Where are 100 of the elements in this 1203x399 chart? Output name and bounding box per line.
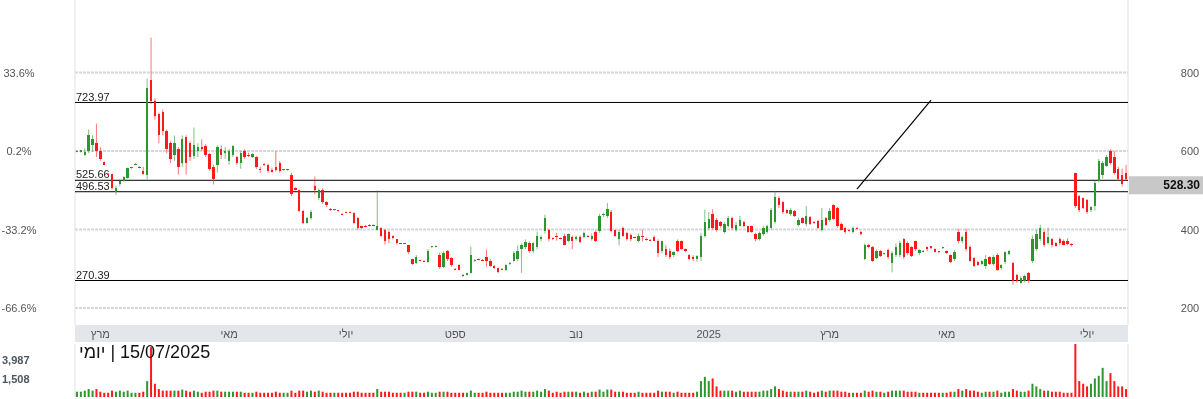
x-tick-label: מרץ <box>820 327 840 340</box>
bar <box>263 392 266 397</box>
bar <box>165 390 168 397</box>
bar <box>871 390 874 397</box>
candlestick <box>75 149 79 153</box>
bar <box>434 392 437 397</box>
bar <box>532 391 535 397</box>
bar <box>926 392 929 397</box>
candlestick <box>586 234 590 238</box>
bar <box>290 390 293 397</box>
bar <box>395 392 398 397</box>
bar <box>859 392 862 397</box>
bar <box>364 392 367 397</box>
bar <box>302 390 305 397</box>
bar <box>703 376 706 397</box>
bar <box>965 389 968 397</box>
bar <box>298 390 301 397</box>
bar <box>419 392 422 397</box>
ref-line-label: 270.39 <box>76 268 110 281</box>
bar <box>933 392 936 397</box>
bar <box>317 390 320 397</box>
bar <box>1000 392 1003 397</box>
bar <box>883 392 886 397</box>
bar <box>1109 373 1112 397</box>
bar <box>606 389 609 397</box>
ref-line-label: 525.66 <box>76 168 110 181</box>
bar <box>567 391 570 397</box>
bar <box>645 392 648 397</box>
text: 3,987 <box>2 354 30 366</box>
bar <box>1054 391 1057 397</box>
bar <box>356 391 359 397</box>
bar <box>668 391 671 397</box>
bar <box>536 390 539 397</box>
bar <box>762 390 765 397</box>
bar <box>282 392 285 397</box>
bar <box>1031 383 1034 397</box>
bar <box>551 392 554 397</box>
bar <box>1035 386 1038 397</box>
bar <box>945 392 948 397</box>
bar <box>805 390 808 397</box>
y-tick-label: 600 <box>1180 145 1200 158</box>
bar <box>848 392 851 397</box>
bar <box>481 392 484 397</box>
bar <box>738 390 741 397</box>
bar <box>1066 392 1069 397</box>
bar <box>294 392 297 397</box>
y-tick-label: 800 <box>1180 66 1200 79</box>
bar <box>103 392 106 397</box>
candlestick <box>270 167 274 174</box>
bar <box>161 390 164 397</box>
bar <box>309 390 312 397</box>
y2-tick-label: 33.6% <box>3 66 35 79</box>
bar <box>251 392 254 397</box>
bar <box>403 392 406 397</box>
bar <box>411 391 414 397</box>
bar <box>313 391 316 397</box>
bar <box>477 392 480 397</box>
bar <box>629 392 632 397</box>
bar <box>930 392 933 397</box>
bar <box>438 391 441 397</box>
bar <box>746 391 749 397</box>
bar <box>333 392 336 397</box>
bar <box>1004 391 1007 397</box>
bar <box>274 391 277 397</box>
bar <box>649 392 652 397</box>
ref-line-label: 723.97 <box>76 90 110 103</box>
bar <box>75 391 78 397</box>
bar <box>216 390 219 397</box>
bar <box>107 392 110 397</box>
y-tick-label: 400 <box>1180 223 1200 236</box>
bar <box>910 391 913 397</box>
bar <box>1062 392 1065 397</box>
bar <box>1082 383 1085 397</box>
bar <box>95 389 98 397</box>
bar <box>540 391 543 397</box>
bar <box>723 390 726 397</box>
bar <box>387 391 390 397</box>
bar <box>727 390 730 397</box>
x-tick-label: מאי <box>937 327 956 340</box>
bar <box>512 391 515 397</box>
bar <box>801 391 804 397</box>
bar <box>918 392 921 397</box>
bar <box>836 390 839 397</box>
bar <box>996 390 999 397</box>
bar <box>688 392 691 397</box>
y2-tick-label: 0.2% <box>6 145 32 158</box>
bar <box>220 391 223 397</box>
bar <box>664 391 667 397</box>
bar <box>146 381 149 397</box>
bar <box>840 391 843 397</box>
bar <box>485 391 488 397</box>
bar <box>185 390 188 397</box>
bar <box>473 392 476 397</box>
bar <box>543 389 546 397</box>
bar <box>969 390 972 397</box>
bar <box>345 392 348 397</box>
bar <box>586 392 589 397</box>
bar <box>653 392 656 397</box>
bar <box>1043 390 1046 397</box>
bar <box>793 391 796 397</box>
